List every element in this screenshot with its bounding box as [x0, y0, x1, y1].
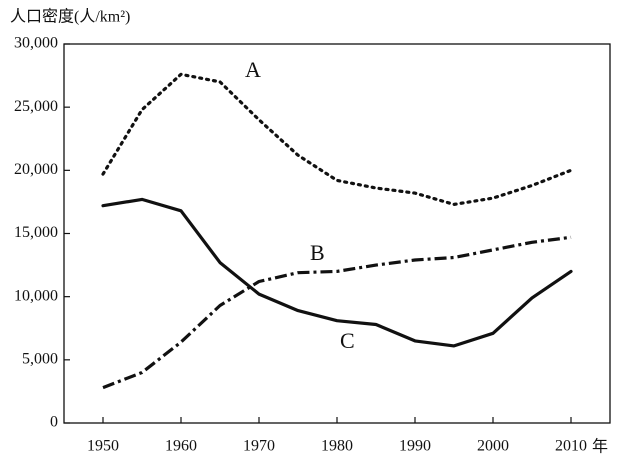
series-name: C: [340, 328, 355, 353]
x-tick-label: 1960: [165, 438, 197, 455]
y-tick-label: 30,000: [14, 35, 58, 52]
series-name: A: [245, 57, 261, 82]
plot-frame: [63, 43, 611, 424]
x-tick-label: 2000: [477, 438, 509, 455]
y-tick-label: 5,000: [22, 351, 58, 368]
x-tick-label: 1990: [399, 438, 431, 455]
y-tick-label: 25,000: [14, 98, 58, 115]
x-tick-label: 1950: [87, 438, 119, 455]
x-tick-label: 2010: [555, 438, 587, 455]
y-axis-label: 人口密度(人/km²): [10, 8, 130, 26]
series-name: B: [310, 240, 325, 265]
x-axis-label: 年: [592, 438, 608, 456]
y-tick-label: 20,000: [14, 161, 58, 178]
x-tick-label: 1980: [321, 438, 353, 455]
series-line: [101, 197, 573, 348]
y-tick-label: 15,000: [14, 224, 58, 241]
y-tick-label: 10,000: [14, 287, 58, 304]
x-tick-label: 1970: [243, 438, 275, 455]
series-line: [101, 72, 573, 206]
y-tick-label: 0: [50, 414, 58, 431]
series-line: [102, 235, 572, 390]
